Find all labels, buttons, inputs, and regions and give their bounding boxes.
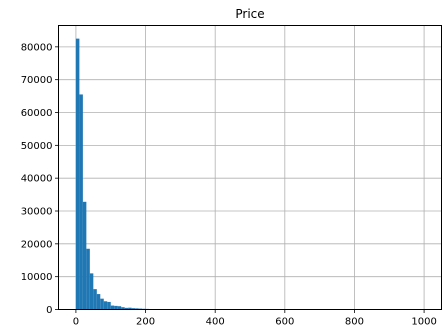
y-tick-label: 10000	[21, 272, 53, 283]
x-tick-label: 600	[275, 317, 294, 328]
y-tick-label: 20000	[21, 239, 53, 250]
y-tick-label: 70000	[21, 75, 53, 86]
y-tick-label: 30000	[21, 207, 53, 218]
histogram-bar	[131, 308, 136, 310]
x-tick-label: 400	[206, 317, 225, 328]
histogram-bar	[86, 248, 90, 310]
histogram-bar	[82, 201, 87, 310]
bar-series	[75, 38, 181, 310]
y-tick-label: 50000	[21, 141, 53, 152]
plot-frame	[58, 25, 442, 310]
x-tick-label: 1000	[411, 317, 436, 328]
histogram-bar	[96, 294, 101, 310]
histogram-bar	[114, 305, 118, 310]
x-tick-label: 800	[345, 317, 364, 328]
chart-title: Price	[235, 7, 264, 21]
histogram-bar	[107, 301, 111, 310]
histogram-bar	[75, 38, 80, 310]
y-tick-label: 0	[46, 305, 52, 316]
histogram-bar	[79, 94, 83, 310]
y-tick-label: 80000	[21, 42, 53, 53]
x-tick-label: 0	[73, 317, 79, 328]
histogram-bar	[103, 301, 108, 310]
histogram-bar	[89, 273, 94, 310]
histogram-bar	[128, 307, 132, 310]
grid-lines	[58, 25, 442, 310]
x-tick-label: 200	[136, 317, 155, 328]
histogram-bar	[100, 298, 104, 310]
y-axis-ticks: 0 10000 20000 30000 40000 50000 60000 70000 8000…	[21, 42, 59, 316]
histogram-bar	[93, 289, 97, 310]
y-tick-label: 60000	[21, 108, 53, 119]
histogram-bar	[124, 307, 129, 310]
x-axis-ticks: 0 200 400 600 800 1000	[73, 309, 437, 328]
histogram-bar	[110, 305, 115, 310]
histogram-bar	[117, 306, 122, 310]
histogram-bar	[135, 308, 139, 310]
y-tick-label: 40000	[21, 174, 53, 185]
histogram-bar	[121, 307, 125, 310]
